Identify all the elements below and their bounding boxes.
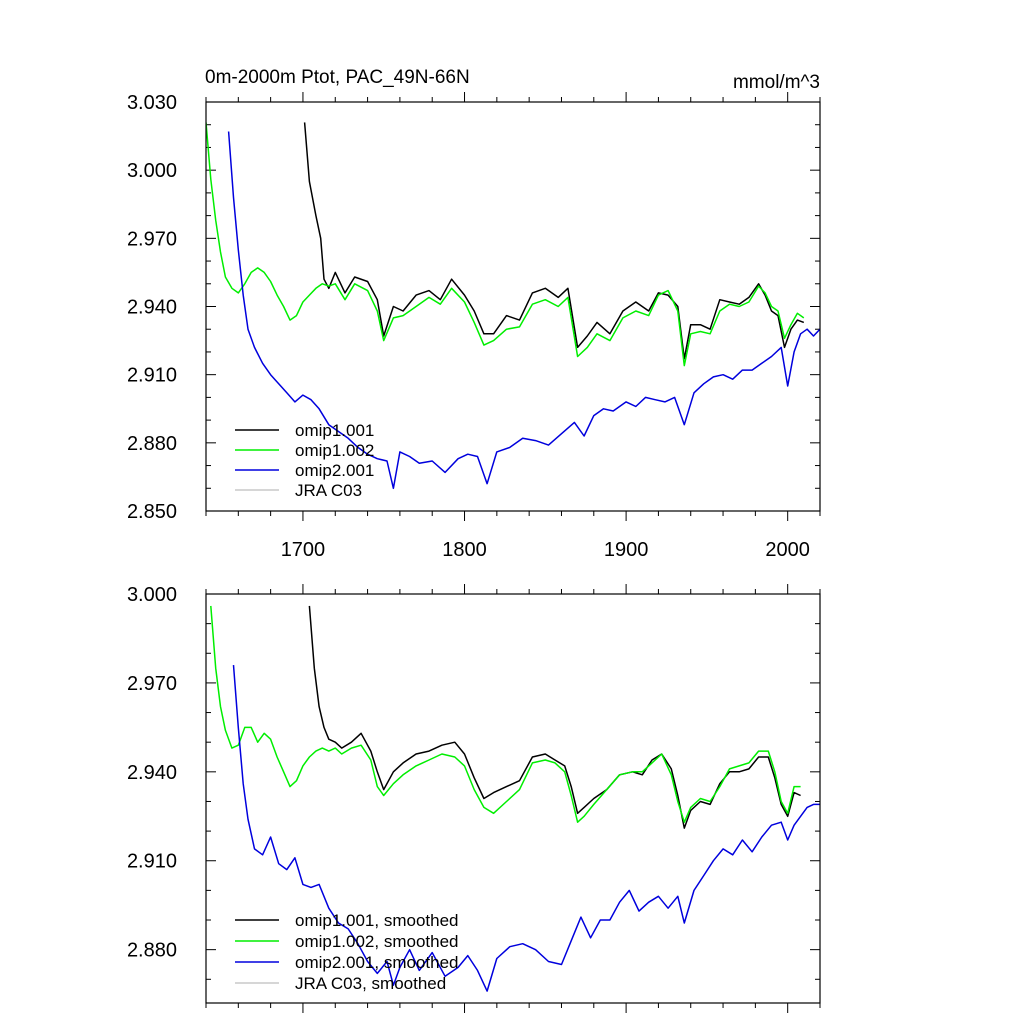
legend-label: omip1.001: [295, 421, 374, 440]
y-tick-label: 3.000: [127, 160, 177, 182]
y-tick-label: 2.910: [127, 365, 177, 387]
y-tick-label: 2.970: [127, 673, 177, 695]
y-tick-label: 2.850: [127, 501, 177, 523]
legend-label: omip1.002, smoothed: [295, 932, 459, 951]
y-tick-label: 3.000: [127, 584, 177, 606]
legend-label: omip1.001, smoothed: [295, 911, 459, 930]
x-tick-label: 1900: [604, 539, 649, 561]
y-tick-label: 2.970: [127, 228, 177, 250]
series-line-omip1-001: [303, 122, 805, 360]
y-tick-label: 2.880: [127, 433, 177, 455]
plot-frame: [205, 593, 821, 1004]
plot-frame: [205, 101, 821, 512]
series-line-omip1-002: [206, 122, 805, 367]
y-tick-label: 2.940: [127, 762, 177, 784]
legend-label: omip2.001: [295, 461, 374, 480]
y-tick-label: 2.910: [127, 851, 177, 873]
legend-label: JRA C03, smoothed: [295, 974, 446, 993]
bottom-panel: 2.880 2.910 2.940 2.970 3.000 omip1.001, smoo…: [127, 584, 821, 1013]
legend-label: omip2.001, smoothed: [295, 953, 459, 972]
chart-title: 0m-2000m Ptot, PAC_49N-66N: [205, 67, 470, 88]
y-tick-label: 3.030: [127, 92, 177, 114]
x-tick-label: 2000: [765, 539, 810, 561]
x-tick-label: 1700: [281, 539, 326, 561]
y-tick-label: 2.940: [127, 297, 177, 319]
legend-label: JRA C03: [295, 481, 362, 500]
series-line-omip1-002-smoothed: [210, 605, 801, 823]
y-tick-label: 2.880: [127, 940, 177, 962]
series-line-omip2-001: [227, 131, 820, 490]
units-label: mmol/m^3: [733, 72, 820, 93]
series-line-omip2-001-smoothed: [232, 665, 820, 992]
x-tick-label: 1800: [442, 539, 487, 561]
legend-label: omip1.002: [295, 441, 374, 460]
top-panel: 1700 1800 1900 2000 2.850 2.880 2.910 2.940 2.97…: [127, 92, 821, 561]
series-line-omip1-001-smoothed: [308, 605, 801, 829]
